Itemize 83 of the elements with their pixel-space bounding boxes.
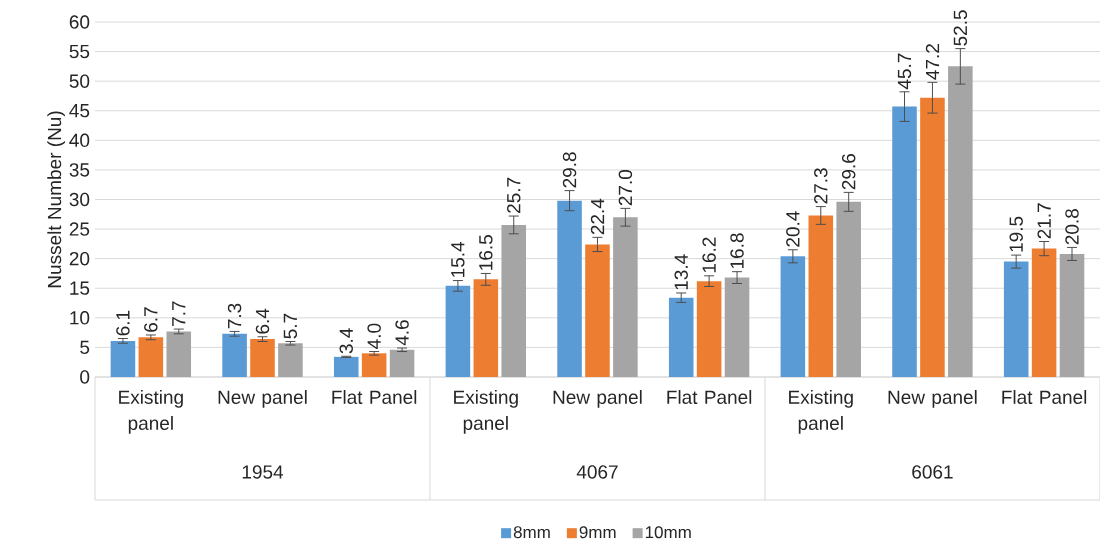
- data-label: 29.8: [562, 152, 577, 188]
- bar: [892, 106, 917, 377]
- data-label: 20.8: [1065, 209, 1079, 245]
- data-label: 45.7: [897, 53, 912, 90]
- data-label: 27.0: [618, 169, 633, 206]
- y-tick-label: 30: [69, 192, 90, 207]
- y-tick-label: 50: [69, 74, 90, 88]
- data-label: 19.5: [1009, 216, 1023, 252]
- bar: [445, 285, 471, 377]
- text: 6061: [912, 465, 953, 479]
- y-tick-label: 35: [69, 163, 90, 177]
- bar: [361, 353, 387, 377]
- y-tick-label: 55: [69, 44, 90, 59]
- y-tick-label: 45: [69, 104, 90, 118]
- data-label: 13.4: [674, 254, 688, 290]
- data-label: 15.4: [451, 241, 465, 277]
- data-label: 25.7: [507, 177, 521, 213]
- data-label: 16.8: [730, 233, 744, 269]
- data-label: 6.4: [255, 308, 270, 334]
- bar: [250, 339, 275, 377]
- bar: [696, 281, 722, 377]
- data-label: 21.7: [1037, 203, 1051, 239]
- y-tick-label: 15: [70, 281, 90, 295]
- y-tick-label: 10: [70, 311, 90, 325]
- y-tick-label: 25: [69, 222, 90, 236]
- bar: [668, 297, 694, 377]
- data-label: 20.4: [786, 211, 800, 247]
- bar: [278, 343, 303, 377]
- x-tick-label: New panel: [888, 390, 977, 408]
- data-label: 52.5: [953, 10, 968, 46]
- bar: [1059, 253, 1085, 377]
- x-tick-label: Existing panel: [789, 390, 853, 434]
- x-tick-label: Flat Panel: [1002, 390, 1087, 404]
- text: 1954: [242, 465, 284, 479]
- bar: [1003, 261, 1029, 377]
- data-label: 47.2: [925, 44, 940, 80]
- bar: [948, 66, 973, 377]
- bar: [557, 200, 582, 377]
- data-label: 4.0: [367, 323, 381, 349]
- y-tick-label: 0: [80, 370, 90, 384]
- bar: [724, 277, 750, 377]
- y-tick-label: 20: [69, 251, 90, 266]
- legend-label: 9mm: [579, 526, 616, 539]
- legend-label: 8mm: [513, 526, 550, 539]
- data-label: 16.2: [702, 237, 716, 273]
- data-label: 5.7: [283, 313, 298, 339]
- data-label: 7.7: [172, 301, 186, 326]
- y-tick-label: 60: [69, 15, 90, 29]
- x-tick-label: New panel: [553, 390, 642, 408]
- bar: [836, 201, 861, 377]
- x-tick-label: Existing panel: [454, 390, 518, 434]
- bar: [501, 224, 527, 377]
- bar: [389, 349, 415, 377]
- bar: [808, 215, 834, 377]
- data-label: 29.6: [841, 154, 856, 190]
- data-label: 6.1: [116, 310, 130, 336]
- data-label: 3.4: [339, 328, 353, 354]
- data-label: 22.4: [590, 198, 605, 235]
- y-axis-title: Nusselt Number (Nu): [47, 111, 65, 288]
- x-tick-label: Flat Panel: [332, 390, 417, 404]
- data-label: 7.3: [227, 303, 242, 329]
- x-tick-label: Existing panel: [119, 390, 183, 434]
- bar: [333, 356, 359, 377]
- legend-label: 10mm: [645, 526, 691, 539]
- bar: [110, 340, 136, 377]
- bar: [222, 333, 247, 377]
- y-tick-label: 5: [80, 340, 90, 355]
- x-tick-label: New panel: [218, 390, 307, 408]
- text: 4067: [576, 465, 618, 479]
- bar: [613, 217, 638, 377]
- data-label: 27.3: [814, 168, 828, 204]
- bar: [780, 256, 806, 377]
- bar: [920, 97, 945, 377]
- bar: [166, 331, 192, 377]
- bar: [1031, 248, 1057, 377]
- data-label: 16.5: [479, 235, 493, 270]
- bar: [138, 337, 164, 377]
- bar: [473, 279, 499, 377]
- data-label: 6.7: [144, 307, 158, 332]
- bar: [585, 244, 610, 377]
- y-tick-label: 40: [69, 133, 90, 148]
- x-tick-label: Flat Panel: [667, 390, 752, 404]
- data-label: 4.6: [395, 320, 409, 346]
